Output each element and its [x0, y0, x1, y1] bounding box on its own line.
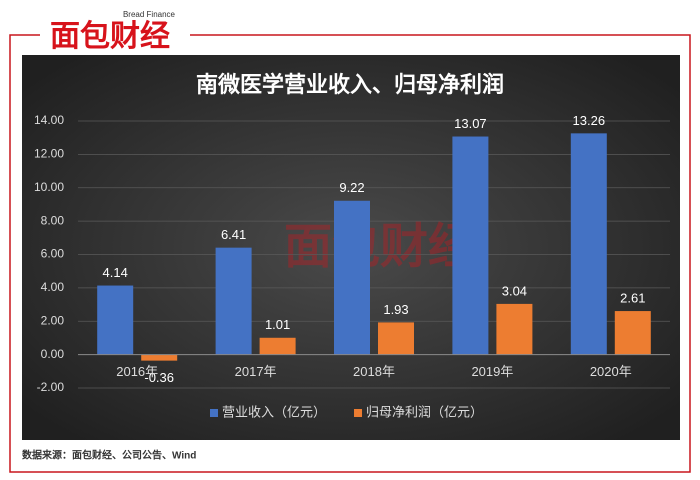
y-tick-label: 10.00: [34, 180, 64, 194]
legend-label: 归母净利润（亿元）: [366, 404, 483, 419]
x-tick-label: 2019年: [471, 364, 513, 379]
frame: [9, 34, 691, 473]
bar: [97, 285, 134, 355]
bar: [259, 337, 296, 355]
value-label: -0.36: [144, 370, 174, 385]
x-tick-label: 2017年: [235, 364, 277, 379]
y-tick-label: 0.00: [41, 347, 65, 361]
value-label: 2.61: [620, 291, 645, 306]
bar: [452, 136, 489, 355]
legend-label: 营业收入（亿元）: [222, 404, 326, 419]
value-label: 6.41: [221, 227, 246, 242]
y-tick-label: 4.00: [41, 280, 65, 294]
legend-swatch: [354, 409, 363, 417]
y-tick-label: 12.00: [34, 147, 64, 161]
y-tick-label: 6.00: [41, 247, 65, 261]
value-label: 9.22: [339, 180, 364, 195]
chart-title: 南微医学营业收入、归母净利润: [196, 72, 504, 97]
logo-en: Bread Finance: [123, 10, 176, 19]
logo-bg: [40, 15, 190, 55]
logo: 面包财经: [50, 19, 170, 53]
x-tick-label: 2020年: [590, 364, 632, 379]
value-label: 4.14: [103, 265, 128, 280]
value-label: 1.01: [265, 317, 290, 332]
y-tick-label: 8.00: [41, 213, 65, 227]
value-label: 13.26: [573, 113, 606, 128]
bar: [334, 200, 370, 355]
y-tick-label: 14.00: [34, 113, 64, 127]
bar: [141, 354, 178, 361]
bar: [215, 247, 252, 355]
y-tick-label: -2.00: [37, 380, 65, 394]
value-label: 1.93: [383, 302, 408, 317]
watermark: 面包财经: [284, 221, 476, 274]
value-label: 3.04: [502, 283, 527, 298]
y-tick-label: 2.00: [41, 313, 65, 327]
x-tick-label: 2016年: [116, 364, 158, 379]
bar: [496, 303, 533, 355]
legend-swatch: [210, 409, 218, 417]
source: 数据来源：面包财经、公司公告、Wind: [22, 449, 196, 462]
x-tick-label: 2018年: [353, 364, 395, 379]
bar: [378, 322, 414, 355]
bar: [570, 133, 607, 355]
bar: [614, 311, 651, 355]
value-label: 13.07: [454, 116, 487, 131]
